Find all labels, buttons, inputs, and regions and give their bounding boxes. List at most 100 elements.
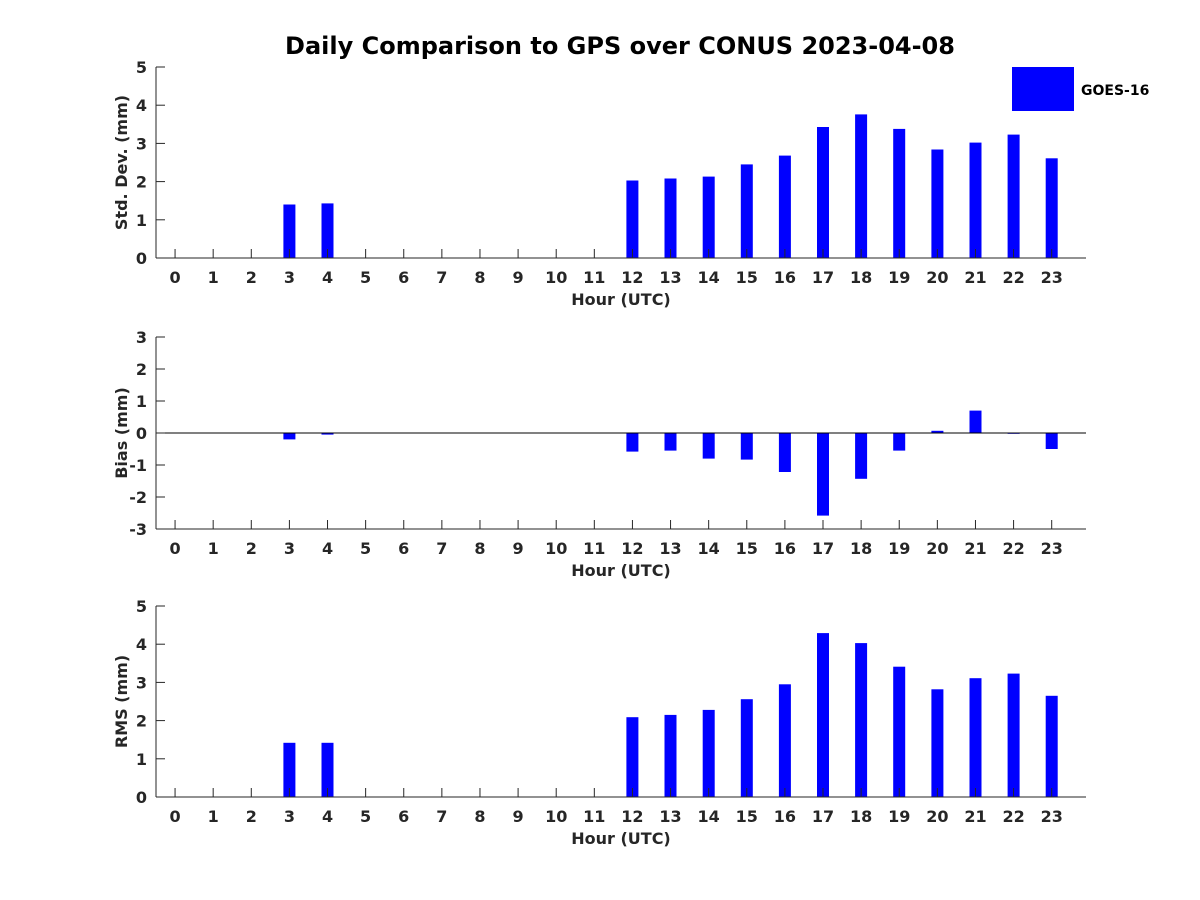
rms-bar-21 xyxy=(969,678,982,797)
bias-bar-18 xyxy=(855,433,868,479)
bias-bar-13 xyxy=(664,433,677,451)
std-dev-y-axis-label: Std. Dev. (mm) xyxy=(112,95,131,230)
bias-y-tick-label: 2 xyxy=(136,360,147,379)
bias-x-tick-label: 3 xyxy=(284,539,295,558)
std-dev-x-tick-label: 9 xyxy=(513,268,524,287)
std-dev-bar-15 xyxy=(740,164,753,258)
rms-bars xyxy=(283,633,1058,797)
rms-x-tick-label: 4 xyxy=(322,807,333,826)
rms-x-tick-label: 1 xyxy=(208,807,219,826)
std-dev-x-tick-label: 10 xyxy=(545,268,567,287)
std-dev-x-tick-label: 0 xyxy=(169,268,180,287)
std-dev-bar-13 xyxy=(664,178,677,258)
std-dev-x-tick-label: 4 xyxy=(322,268,333,287)
rms-x-axis-label: Hour (UTC) xyxy=(571,829,671,848)
bias-bars xyxy=(283,410,1058,516)
std-dev-y-tick-label: 5 xyxy=(136,58,147,77)
std-dev-x-tick-label: 23 xyxy=(1041,268,1063,287)
std-dev-x-tick-label: 1 xyxy=(208,268,219,287)
bias-x-tick-label: 7 xyxy=(436,539,447,558)
rms-bar-3 xyxy=(283,742,296,797)
bias-x-tick-label: 18 xyxy=(850,539,872,558)
std-dev-x-tick-label: 15 xyxy=(736,268,758,287)
std-dev-x-tick-label: 16 xyxy=(774,268,796,287)
rms-x-tick-label: 11 xyxy=(583,807,605,826)
rms-x-tick-label: 0 xyxy=(169,807,180,826)
std-dev-x-tick-label: 11 xyxy=(583,268,605,287)
rms-x-tick-label: 13 xyxy=(659,807,681,826)
bias-x-tick-label: 20 xyxy=(926,539,948,558)
bias-x-tick-label: 6 xyxy=(398,539,409,558)
std-dev-y-tick-label: 0 xyxy=(136,249,147,268)
rms-x-tick-label: 9 xyxy=(513,807,524,826)
std-dev-bars xyxy=(283,114,1058,259)
rms-bar-18 xyxy=(855,643,868,797)
rms-x-tick-label: 18 xyxy=(850,807,872,826)
std-dev-x-tick-label: 3 xyxy=(284,268,295,287)
bias-y-tick-label: 1 xyxy=(136,392,147,411)
std-dev-x-tick-label: 7 xyxy=(436,268,447,287)
bias-bar-14 xyxy=(702,433,715,459)
bias-bar-23 xyxy=(1045,433,1058,449)
bias-x-tick-label: 5 xyxy=(360,539,371,558)
std-dev-x-tick-label: 19 xyxy=(888,268,910,287)
rms-bar-4 xyxy=(321,742,334,797)
bias-y-axis-label: Bias (mm) xyxy=(112,387,131,479)
legend: GOES-16 xyxy=(1012,67,1149,111)
std-dev-x-tick-label: 5 xyxy=(360,268,371,287)
std-dev-x-tick-label: 17 xyxy=(812,268,834,287)
rms-bar-14 xyxy=(702,709,715,797)
std-dev-bar-20 xyxy=(931,149,944,258)
std-dev-x-tick-label: 8 xyxy=(474,268,485,287)
rms-bar-20 xyxy=(931,689,944,797)
rms-bar-17 xyxy=(817,633,829,797)
bias-x-tick-label: 4 xyxy=(322,539,333,558)
std-dev-bar-22 xyxy=(1007,134,1020,258)
bias-x-tick-label: 12 xyxy=(621,539,643,558)
bias-bar-16 xyxy=(778,433,791,472)
bias-bar-15 xyxy=(740,433,753,460)
std-dev-y-tick-label: 3 xyxy=(136,134,147,153)
std-dev-y-tick-label: 4 xyxy=(136,96,147,115)
bias-x-tick-label: 21 xyxy=(964,539,986,558)
rms-y-tick-label: 1 xyxy=(136,750,147,769)
bias-y-tick-label: -3 xyxy=(129,520,147,539)
bias-y-tick-label: 0 xyxy=(136,424,147,443)
std-dev-bar-16 xyxy=(778,155,791,258)
rms-x-tick-label: 22 xyxy=(1002,807,1024,826)
bias-x-tick-label: 2 xyxy=(246,539,257,558)
rms-bar-16 xyxy=(778,684,791,797)
rms-x-tick-label: 7 xyxy=(436,807,447,826)
rms-x-tick-label: 8 xyxy=(474,807,485,826)
bias-bar-20 xyxy=(931,430,944,433)
std-dev-x-tick-label: 6 xyxy=(398,268,409,287)
rms-y-tick-label: 5 xyxy=(136,597,147,616)
rms-bar-19 xyxy=(893,666,906,797)
bias-x-tick-label: 15 xyxy=(736,539,758,558)
rms-x-tick-label: 3 xyxy=(284,807,295,826)
bias-y-tick-label: -1 xyxy=(129,456,147,475)
rms-x-tick-label: 14 xyxy=(698,807,720,826)
bias-bar-12 xyxy=(626,433,639,452)
rms-x-tick-label: 15 xyxy=(736,807,758,826)
bias-x-tick-label: 17 xyxy=(812,539,834,558)
rms-x-tick-label: 19 xyxy=(888,807,910,826)
bias-y-tick-label: -2 xyxy=(129,488,147,507)
std-dev-y-tick-label: 1 xyxy=(136,211,147,230)
bias-bar-21 xyxy=(969,410,982,433)
rms-bar-15 xyxy=(740,699,753,797)
bias-x-axis-label: Hour (UTC) xyxy=(571,561,671,580)
rms-bar-22 xyxy=(1007,673,1020,797)
std-dev-bar-14 xyxy=(702,176,715,258)
std-dev-x-axis-label: Hour (UTC) xyxy=(571,290,671,309)
rms-x-tick-label: 17 xyxy=(812,807,834,826)
std-dev-bar-17 xyxy=(817,127,829,258)
std-dev-x-tick-label: 21 xyxy=(964,268,986,287)
rms-y-tick-label: 0 xyxy=(136,788,147,807)
